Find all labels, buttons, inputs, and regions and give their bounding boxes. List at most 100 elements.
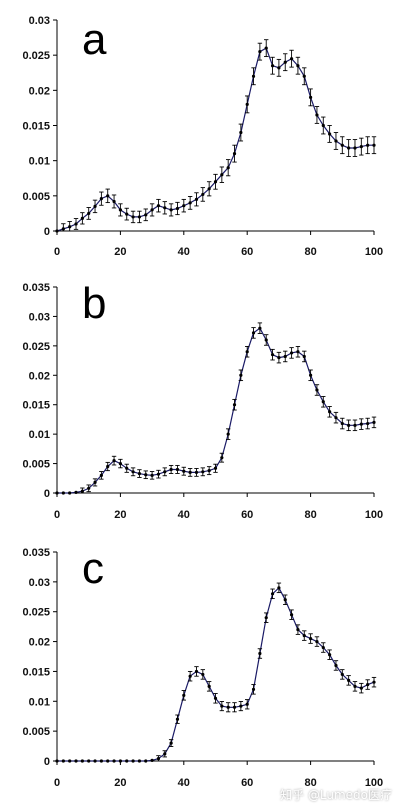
data-point (55, 491, 59, 495)
data-point (270, 592, 275, 596)
data-point (321, 645, 325, 650)
data-point (80, 489, 84, 493)
data-point (340, 143, 344, 147)
watermark-text: 知乎 @Lumedo医疗 (280, 788, 392, 802)
data-point (99, 473, 103, 477)
data-point (302, 634, 306, 638)
y-tick-label: 0.01 (29, 156, 50, 168)
data-point (74, 759, 78, 763)
data-point (144, 759, 148, 763)
data-point (125, 759, 129, 763)
data-point (232, 705, 237, 709)
data-point (118, 759, 122, 763)
data-point (213, 466, 218, 470)
x-tick-label: 20 (114, 509, 126, 521)
data-point (347, 678, 351, 682)
y-tick-label: 0 (44, 756, 50, 768)
y-tick-label: 0.015 (22, 121, 50, 133)
data-point (347, 146, 351, 150)
panel-letter: b (82, 279, 106, 328)
data-point (334, 663, 338, 668)
series-line (57, 586, 375, 762)
data-point (258, 651, 262, 656)
data-point (251, 687, 256, 691)
data-point (232, 152, 237, 156)
data-point (309, 636, 313, 641)
data-point (302, 74, 306, 78)
data-point (264, 46, 268, 50)
data-point (315, 113, 319, 117)
data-point (106, 194, 110, 198)
data-point (163, 206, 167, 210)
data-point (93, 480, 97, 485)
data-point (372, 420, 376, 424)
y-tick-label: 0.035 (22, 282, 50, 294)
data-point (264, 616, 268, 620)
series-line (56, 47, 374, 232)
data-point (106, 464, 110, 469)
data-point (359, 686, 363, 690)
data-point (156, 757, 161, 761)
data-point (207, 684, 211, 688)
x-tick-label: 100 (365, 777, 383, 789)
data-point (182, 469, 186, 473)
y-tick-label: 0.015 (22, 666, 50, 678)
data-point (150, 758, 154, 763)
panel-letter: c (82, 544, 104, 593)
data-point (175, 717, 180, 721)
data-point (87, 759, 91, 763)
data-point (226, 432, 230, 436)
data-point (277, 66, 281, 70)
data-point (296, 64, 300, 68)
data-point (372, 680, 376, 684)
data-point (207, 469, 211, 473)
data-point (99, 197, 103, 201)
data-point (315, 388, 319, 392)
data-point (359, 145, 363, 149)
x-tick-label: 100 (365, 509, 383, 521)
data-point (309, 373, 313, 377)
y-tick-label: 0.025 (22, 50, 50, 62)
data-point (353, 146, 357, 150)
panel-c: 0 0.005 0.01 0.015 0.02 0.025 0.03 0.035 0 20 40 60… (22, 544, 383, 789)
data-point (334, 139, 338, 143)
data-point (106, 759, 110, 763)
data-point (239, 373, 243, 377)
data-point (169, 741, 173, 745)
y-tick-label: 0.03 (29, 577, 50, 589)
x-tick-label: 0 (54, 777, 60, 789)
data-point (289, 351, 294, 355)
data-point (55, 229, 59, 233)
y-tick-label: 0.03 (29, 15, 50, 27)
data-point (328, 653, 332, 657)
data-point (99, 759, 103, 763)
data-point (112, 459, 116, 463)
data-point (258, 326, 262, 330)
data-point (289, 57, 294, 61)
data-point (359, 422, 363, 426)
data-point (201, 470, 205, 474)
data-point (328, 410, 332, 414)
panel-a: 0 0.005 0.01 0.015 0.02 0.025 0.03 0 20 40 60 80 100… (22, 15, 383, 258)
y-tick-label: 0.02 (29, 637, 50, 649)
data-point (137, 215, 142, 219)
data-point (340, 421, 344, 426)
data-point (239, 704, 243, 708)
x-tick-label: 40 (178, 509, 190, 521)
data-point (366, 421, 370, 426)
data-point (137, 471, 142, 476)
data-point (277, 356, 281, 360)
data-point (226, 705, 230, 709)
data-point (213, 180, 218, 184)
data-point (321, 123, 325, 128)
x-tick-label: 20 (114, 777, 126, 789)
data-point (188, 674, 192, 678)
data-point (340, 672, 344, 677)
data-point (245, 350, 249, 354)
data-point (156, 472, 161, 476)
data-point (131, 470, 135, 474)
data-point (334, 416, 338, 420)
data-point (232, 403, 237, 407)
data-point (188, 201, 192, 205)
